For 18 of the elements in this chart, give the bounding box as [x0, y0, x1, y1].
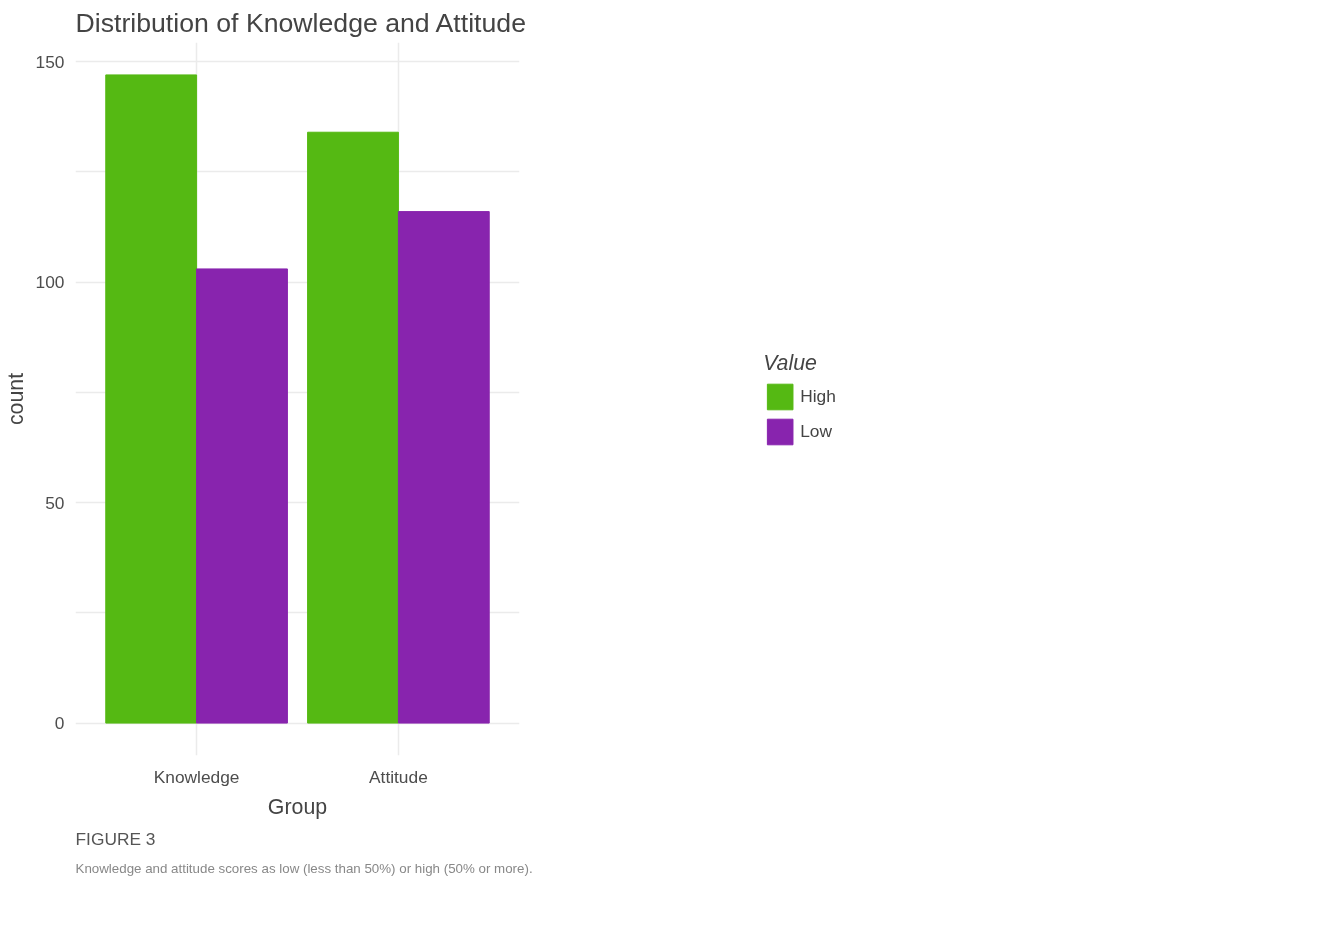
bar	[105, 74, 198, 724]
text: Knowledge and attitude scores as low (less than 50%) or high (50% or more).	[75, 860, 533, 876]
legend-label: Low	[800, 420, 832, 442]
legend-title: Value	[763, 350, 818, 375]
bar	[307, 131, 399, 724]
y-tick-label: 50	[45, 492, 65, 513]
chart-title: Distribution of Knowledge and Attitude	[75, 7, 526, 38]
caption: FIGURE 3	[75, 828, 156, 849]
legend-label: High	[800, 385, 836, 407]
x-axis-title: Group	[267, 794, 328, 819]
y-axis-title: count	[3, 372, 28, 426]
bar	[196, 268, 288, 724]
x-tick-label: Attitude	[369, 766, 428, 787]
bar	[397, 211, 490, 724]
x-tick-label: Knowledge	[153, 766, 240, 787]
y-tick-label: 100	[35, 272, 65, 293]
y-tick-label: 150	[35, 51, 65, 72]
y-tick-label: 0	[54, 713, 65, 734]
